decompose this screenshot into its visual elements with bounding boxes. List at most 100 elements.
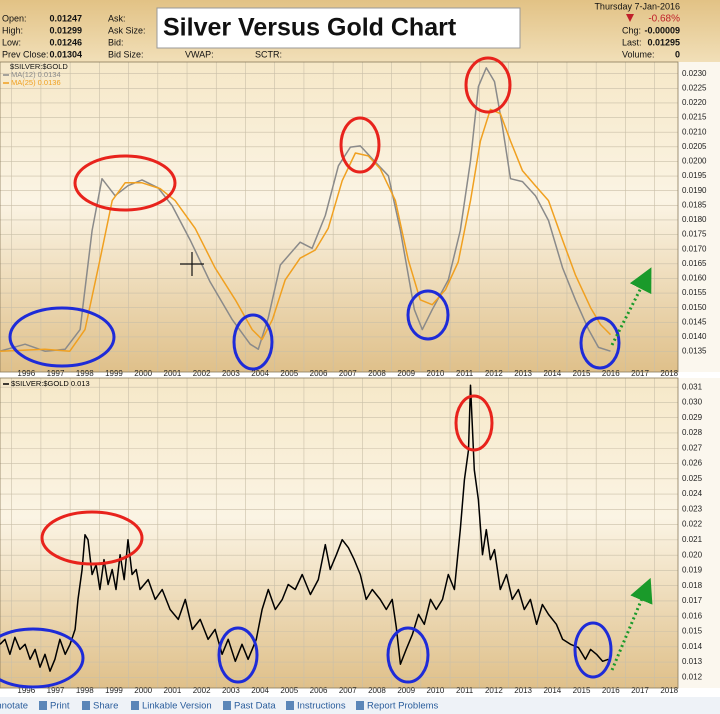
y-tick-label: 0.019 — [682, 566, 703, 575]
quote-label: Low: — [2, 37, 21, 47]
blue-circle — [8, 306, 116, 368]
toolbar-link[interactable]: Print — [50, 701, 70, 712]
x-tick-label: 2017 — [631, 369, 649, 378]
quote-label: Prev Close: — [2, 49, 49, 59]
plot-frame — [0, 377, 679, 689]
quote-label: High: — [2, 25, 23, 35]
x-tick-label: 2004 — [251, 686, 269, 695]
quote-label: Last: — [622, 37, 642, 47]
y-tick-label: 0.0165 — [682, 259, 707, 268]
x-tick-label: 2011 — [456, 369, 474, 378]
quote-value: 0 — [675, 49, 680, 59]
quote-value: 0.01295 — [647, 37, 680, 47]
y-tick-label: 0.0190 — [682, 186, 707, 195]
y-tick-label: 0.025 — [682, 474, 703, 483]
x-tick-label: 2014 — [543, 369, 561, 378]
x-tick-label: 2008 — [368, 686, 386, 695]
x-tick-label: 2012 — [485, 369, 503, 378]
x-tick-label: 2006 — [310, 369, 328, 378]
y-tick-label: 0.026 — [682, 459, 703, 468]
x-tick-label: 1996 — [17, 369, 35, 378]
quote-date: Thursday 7-Jan-2016 — [594, 1, 680, 11]
y-tick-label: 0.012 — [682, 672, 703, 681]
quote-label: Volume: — [622, 49, 655, 59]
x-tick-label: 2004 — [251, 369, 269, 378]
y-tick-label: 0.027 — [682, 443, 703, 452]
toolbar-link[interactable]: Linkable Version — [142, 701, 212, 712]
x-tick-label: 2008 — [368, 369, 386, 378]
y-tick-label: 0.0220 — [682, 98, 707, 107]
title-box — [156, 7, 521, 49]
y-tick-label: 0.017 — [682, 596, 703, 605]
x-tick-label: 2013 — [514, 686, 532, 695]
x-tick-label: 2005 — [280, 369, 298, 378]
x-tick-label: 2010 — [427, 369, 445, 378]
toolbar-link[interactable]: Annotate — [0, 701, 28, 712]
toolbar-link[interactable]: Past Data — [234, 701, 276, 712]
y-tick-label: 0.0160 — [682, 274, 707, 283]
quote-label: Bid: — [108, 37, 124, 47]
red-circle — [339, 116, 381, 174]
page-title: Silver Versus Gold Chart — [163, 14, 457, 42]
toolbar-icon — [39, 701, 47, 710]
x-tick-label: 2015 — [573, 686, 591, 695]
x-tick-label: 2006 — [310, 686, 328, 695]
blue-circle — [573, 621, 613, 679]
toolbar-link[interactable]: Instructions — [297, 701, 346, 712]
toolbar-link[interactable]: Share — [93, 701, 118, 712]
y-tick-label: 0.0205 — [682, 142, 707, 151]
down-arrow — [626, 14, 634, 22]
legend-entry: MA(12) 0.0134 — [11, 70, 61, 79]
x-tick-label: 2015 — [573, 369, 591, 378]
x-tick-label: 2009 — [397, 686, 415, 695]
y-tick-label: 0.0215 — [682, 113, 707, 122]
x-tick-label: 2014 — [543, 686, 561, 695]
legend-entry: MA(25) 0.0136 — [11, 78, 61, 87]
y-tick-label: 0.028 — [682, 428, 703, 437]
y-tick-label: 0.024 — [682, 489, 703, 498]
red-circle — [40, 510, 144, 566]
toolbar-icon — [286, 701, 294, 710]
x-tick-label: 2003 — [222, 686, 240, 695]
change-pct: -0.68% — [648, 14, 680, 25]
chart: 0.0135 0.0140 0.0145 0.0150 0.0155 0.0160 0.01… — [0, 61, 720, 378]
y-tick-label: 0.020 — [682, 550, 703, 559]
y-tick-label: 0.029 — [682, 413, 703, 422]
y-tick-label: 0.0170 — [682, 244, 707, 253]
toolbar-icon — [82, 701, 90, 710]
quote-label: SCTR: — [255, 49, 282, 59]
x-tick-label: 2017 — [631, 686, 649, 695]
x-tick-label: 2013 — [514, 369, 532, 378]
toolbar-link[interactable]: Report Problems — [367, 701, 439, 712]
x-tick-label: 2011 — [456, 686, 474, 695]
y-tick-label: 0.013 — [682, 657, 703, 666]
x-tick-label: 2016 — [602, 686, 620, 695]
x-tick-label: 2007 — [339, 369, 357, 378]
blue-circle — [0, 627, 85, 689]
x-tick-label: 2001 — [164, 686, 182, 695]
y-tick-label: 0.0140 — [682, 332, 707, 341]
red-circle — [73, 154, 177, 212]
axis-bg — [678, 62, 720, 372]
plot-bg — [0, 62, 678, 372]
quote-value: 0.01299 — [49, 25, 82, 35]
quote-label: Open: — [2, 13, 27, 23]
x-tick-label: 2018 — [660, 369, 678, 378]
quote-value: 0.01246 — [49, 37, 82, 47]
y-tick-label: 0.0210 — [682, 127, 707, 136]
red-circle — [454, 394, 494, 452]
y-tick-label: 0.021 — [682, 535, 703, 544]
y-tick-label: 0.030 — [682, 398, 703, 407]
y-tick-label: 0.015 — [682, 627, 703, 636]
y-tick-label: 0.022 — [682, 520, 703, 529]
legend-entry: $SILVER:$GOLD 0.013 — [11, 379, 90, 388]
plot-bg — [0, 378, 678, 688]
x-tick-label: 1999 — [105, 686, 123, 695]
red-circle — [464, 56, 512, 114]
y-tick-label: 0.0180 — [682, 215, 707, 224]
toolbar-icon — [356, 701, 364, 710]
series-line — [0, 384, 609, 672]
y-tick-label: 0.0135 — [682, 347, 707, 356]
x-tick-label: 2016 — [602, 369, 620, 378]
